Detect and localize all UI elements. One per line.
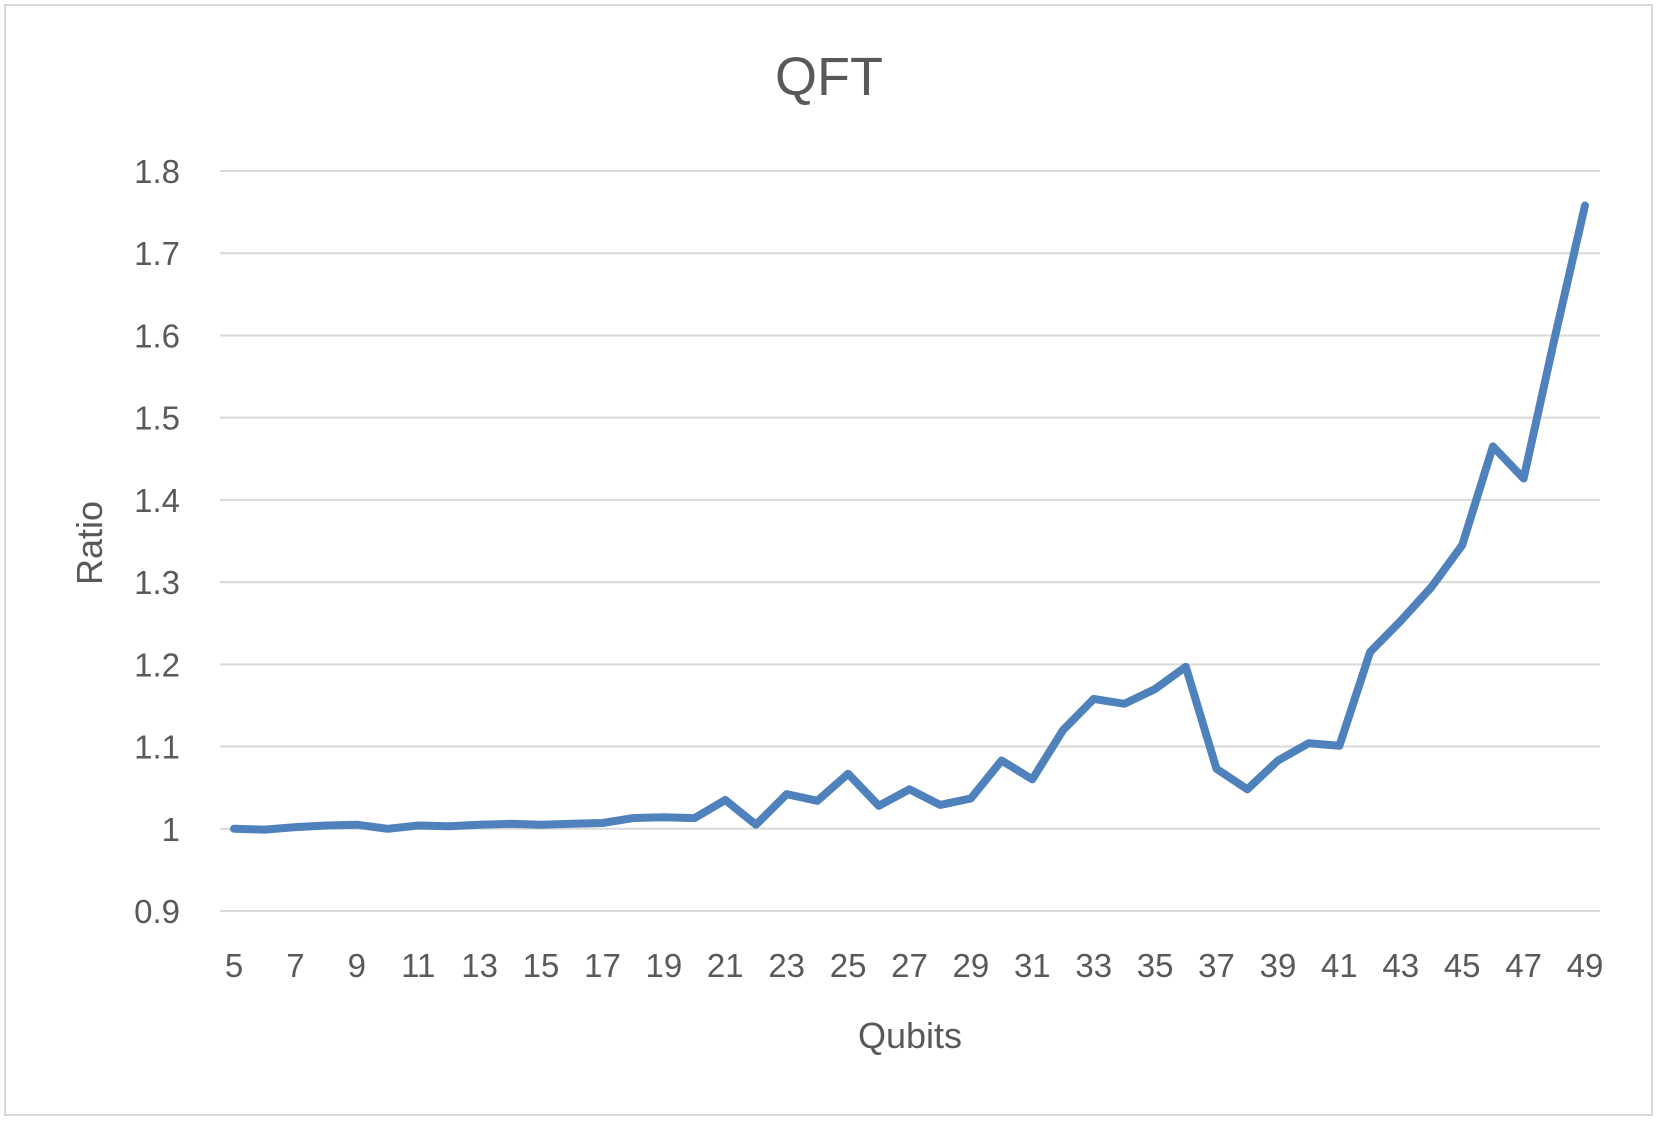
x-tick-label: 45 [1444,947,1481,984]
y-tick-label: 1.4 [134,482,180,519]
x-axis-tick-labels: 5 7 9 11 13 15 17 19 21 23 25 27 29 31 33 35 37 39 41 43 45 4… [225,947,1604,984]
y-tick-label: 1.1 [134,729,180,766]
x-tick-label: 21 [707,947,744,984]
x-tick-label: 49 [1567,947,1604,984]
x-tick-label: 25 [830,947,867,984]
y-tick-label: 1.2 [134,646,180,683]
x-tick-label: 43 [1382,947,1419,984]
x-tick-label: 9 [348,947,366,984]
y-tick-label: 1.7 [134,235,180,272]
x-tick-label: 5 [225,947,243,984]
x-tick-label: 17 [584,947,621,984]
x-tick-label: 39 [1260,947,1297,984]
x-tick-label: 27 [891,947,928,984]
y-tick-label: 1 [162,811,180,848]
x-tick-label: 31 [1014,947,1051,984]
y-axis-title: Ratio [69,501,110,585]
x-tick-label: 13 [461,947,498,984]
y-tick-label: 0.9 [134,893,180,930]
x-axis-title: Qubits [858,1015,962,1056]
series-line [230,201,1589,834]
series-group [230,201,1589,834]
x-tick-label: 19 [646,947,683,984]
chart-frame [4,4,1653,1116]
x-tick-label: 41 [1321,947,1358,984]
x-tick-label: 35 [1137,947,1174,984]
x-tick-label: 7 [286,947,304,984]
gridlines [220,170,1600,912]
y-tick-label: 1.8 [134,153,180,190]
x-tick-label: 33 [1075,947,1112,984]
x-tick-label: 23 [768,947,805,984]
y-tick-label: 1.3 [134,564,180,601]
y-tick-label: 1.5 [134,400,180,437]
chart-title: QFT [775,47,883,107]
y-axis-tick-labels: 0.9 1 1.1 1.2 1.3 1.4 1.5 1.6 1.7 1.8 [134,153,180,930]
x-tick-label: 11 [401,947,435,984]
x-tick-label: 15 [523,947,560,984]
y-tick-label: 1.6 [134,317,180,354]
x-tick-label: 29 [953,947,990,984]
x-tick-label: 47 [1505,947,1542,984]
x-tick-label: 37 [1198,947,1235,984]
